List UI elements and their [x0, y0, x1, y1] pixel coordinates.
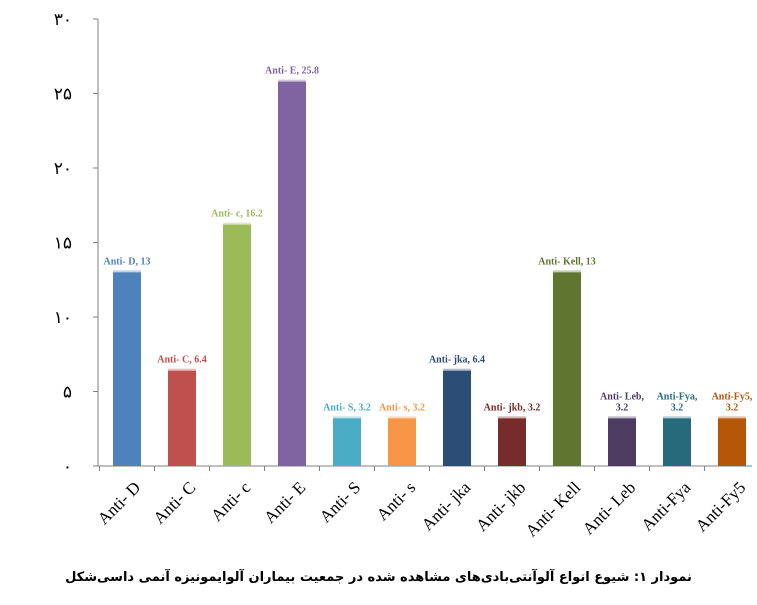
data-label: Anti-Fy5,: [712, 391, 753, 402]
data-label: 3.2: [616, 402, 629, 413]
x-tick-label: Anti- Leb: [579, 478, 640, 539]
bar-top-shade: [333, 416, 361, 419]
y-tick-label: ۲۵: [54, 85, 72, 105]
bar-top-shade: [113, 270, 141, 273]
bar: [443, 370, 471, 466]
bar-top-shade: [498, 416, 526, 419]
data-label: Anti- c, 16.2: [211, 209, 263, 220]
bar: [113, 272, 141, 466]
y-tick-label: ۰: [63, 457, 72, 477]
bar: [388, 418, 416, 466]
data-label: Anti- Leb,: [600, 391, 644, 402]
bar: [223, 224, 251, 466]
data-label: Anti- Kell, 13: [538, 256, 596, 267]
x-tick-label: Anti-Fya: [637, 478, 694, 535]
x-tick-label: Anti- jkb: [472, 478, 529, 535]
data-label: 3.2: [726, 402, 739, 413]
data-label: Anti- jkb, 3.2: [484, 402, 541, 413]
bar: [168, 370, 196, 466]
data-label: Anti- S, 3.2: [323, 402, 371, 413]
chart-caption: نمودار ۱: شیوع انواع آلوآنتی‌بادی‌های مش…: [65, 570, 692, 585]
data-label: Anti- C, 6.4: [157, 355, 206, 366]
bar: [663, 418, 691, 466]
x-tick-label: Anti- C: [149, 478, 199, 528]
data-label: Anti-Fya,: [657, 391, 698, 402]
bar: [553, 272, 581, 466]
data-label: Anti- s, 3.2: [379, 402, 425, 413]
bar-top-shade: [223, 222, 251, 225]
bar-top-shade: [443, 368, 471, 371]
x-tick-label: Anti- D: [94, 478, 145, 529]
y-tick-label: ۱۰: [54, 308, 72, 328]
x-tick-label: Anti- s: [373, 478, 419, 524]
y-tick-label: ۱۵: [54, 234, 72, 254]
bar-chart: ۰ ۵ ۱۰ ۱۵ ۲۰ ۲۵ ۳۰ Anti- D, 13 Anti- D Anti- C, 6…: [54, 10, 753, 541]
data-label: Anti- D, 13: [104, 256, 151, 267]
x-tick-label: Anti- c: [207, 478, 254, 525]
y-tick-label: ۵: [63, 383, 72, 403]
bar-top-shade: [388, 416, 416, 419]
bar: [498, 418, 526, 466]
x-tick-label: Anti- S: [316, 478, 365, 527]
bar: [333, 418, 361, 466]
bar-top-shade: [608, 416, 636, 419]
data-label: 3.2: [671, 402, 684, 413]
x-tick-label: Anti-Fy5: [692, 478, 750, 536]
data-label: Anti- jka, 6.4: [429, 355, 485, 366]
bar: [608, 418, 636, 466]
x-tick-label: Anti- Kell: [522, 478, 585, 541]
data-label: Anti- E, 25.8: [265, 66, 319, 77]
bar-top-shade: [168, 368, 196, 371]
bar-top-shade: [553, 270, 581, 273]
bar-top-shade: [718, 416, 746, 419]
x-tick-label: Anti- E: [260, 478, 309, 527]
bar: [278, 81, 306, 466]
bar-top-shade: [663, 416, 691, 419]
bar-top-shade: [278, 79, 306, 82]
bar: [718, 418, 746, 466]
x-tick-label: Anti- jka: [418, 478, 475, 535]
y-tick-label: ۳۰: [54, 10, 72, 30]
y-tick-label: ۲۰: [54, 159, 72, 179]
